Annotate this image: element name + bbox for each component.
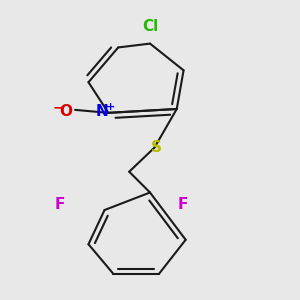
Text: +: + [106,102,116,112]
Text: S: S [150,140,161,154]
Text: N: N [95,104,108,119]
Text: F: F [55,197,65,212]
Text: −: − [53,100,64,115]
Text: Cl: Cl [142,19,158,34]
Text: O: O [60,104,73,119]
Text: F: F [178,197,188,212]
